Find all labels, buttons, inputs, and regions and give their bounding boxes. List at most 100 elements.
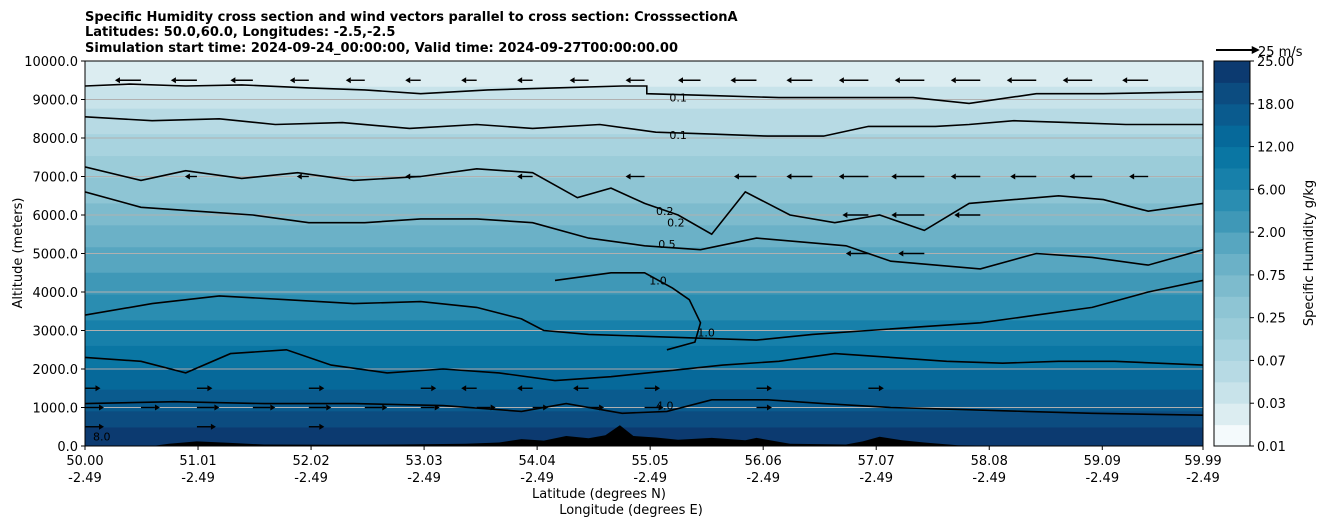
wind-vector-head <box>1122 77 1128 84</box>
wind-vector-head <box>517 173 523 180</box>
colorbar-band <box>1214 253 1250 276</box>
y-tick-label: 8000.0 <box>33 132 79 147</box>
colorbar-tick-label: 2.00 <box>1257 226 1286 241</box>
wind-vector-head <box>678 77 684 84</box>
colorbar-band <box>1214 381 1250 404</box>
wind-vector-head <box>573 385 579 392</box>
colorbar-band <box>1214 296 1250 319</box>
wind-vector-head <box>838 173 844 180</box>
terrain-fill <box>85 425 1203 446</box>
wind-vector-head <box>954 212 960 218</box>
wind-vector-head <box>56 77 61 83</box>
chart-title-line: Specific Humidity cross section and wind… <box>85 10 738 25</box>
wind-vector-head <box>490 404 496 411</box>
colorbar: 0.01 0.03 0.07 0.25 0.75 2.00 6.00 12.00 18.00 25… <box>1213 55 1317 455</box>
contour-line-0-2 <box>85 166 1203 236</box>
wind-vector-head <box>296 173 302 180</box>
wind-vector-head <box>1069 173 1075 180</box>
wind-vector-head <box>434 404 440 411</box>
colorbar-ticks: 0.01 0.03 0.07 0.25 0.75 2.00 6.00 12.00 18.00 25… <box>1250 55 1294 455</box>
colorbar-band <box>1214 210 1250 233</box>
x-axis-label-lon: Longitude (degrees E) <box>559 503 703 518</box>
wind-vectors <box>56 77 1149 430</box>
colorbar-label: Specific Humidity g/kg <box>1302 180 1317 326</box>
wind-reference-label: 25 m/s <box>1258 45 1303 60</box>
wind-vector-head <box>655 385 661 392</box>
colorbar-tick-label: 25.00 <box>1257 55 1294 70</box>
wind-vector-head <box>461 385 467 392</box>
contour-labels: 0.10.10.20.20.51.01.04.08.0 <box>93 92 715 444</box>
x-tick-label-lat: 59.99 <box>1184 454 1221 469</box>
humidity-bands <box>85 61 1203 446</box>
wind-vector-head <box>289 77 295 84</box>
colorbar-tick-label: 6.00 <box>1257 183 1286 198</box>
colorbar-band <box>1214 125 1250 148</box>
contour-line-1-0 <box>85 279 1203 341</box>
y-tick-label: 1000.0 <box>33 402 79 417</box>
x-tick-label-lon: -2.49 <box>407 471 441 486</box>
wind-vector-head <box>569 77 575 84</box>
x-axis: 50.00 -2.49 51.01 -2.49 52.02 -2.49 53.03 -2.49… <box>66 446 1222 486</box>
y-tick-label: 9000.0 <box>33 94 79 109</box>
colorbar-band <box>1214 103 1250 126</box>
wind-vector-head <box>842 212 848 218</box>
colorbar-band <box>1214 232 1250 254</box>
x-tick-label-lat: 51.01 <box>179 454 216 469</box>
wind-vector-head <box>431 385 437 392</box>
x-tick-label-lon: -2.49 <box>859 471 893 486</box>
wind-vector-head <box>625 77 631 84</box>
y-tick-label: 0.0 <box>57 440 78 455</box>
contour-line-4-0 <box>85 399 1203 416</box>
wind-vector-head <box>154 404 160 411</box>
x-tick-label-lon: -2.49 <box>68 471 102 486</box>
wind-vector-head <box>517 385 523 392</box>
x-tick-label-lat: 59.09 <box>1084 454 1121 469</box>
wind-vector-head <box>170 77 176 84</box>
wind-vector-head <box>599 404 605 411</box>
wind-vector-head <box>766 404 772 411</box>
y-tick-label: 10000.0 <box>24 55 78 70</box>
x-tick-label-lat: 56.06 <box>745 454 782 469</box>
contour-label: 8.0 <box>93 430 111 443</box>
colorbar-tick-label: 18.00 <box>1257 98 1294 113</box>
wind-vector-head <box>207 385 213 392</box>
wind-vector-head <box>733 173 739 180</box>
wind-vector-head <box>786 173 792 180</box>
y-axis-label: Altitude (meters) <box>11 198 26 309</box>
y-tick-label: 2000.0 <box>33 363 79 378</box>
wind-vector-head <box>658 404 664 411</box>
contour-label: 0.1 <box>669 92 687 105</box>
contour-label: 0.2 <box>667 217 685 230</box>
x-tick-label-lon: -2.49 <box>520 471 554 486</box>
wind-vector-head <box>543 404 549 411</box>
colorbar-band <box>1214 424 1250 447</box>
wind-vector-head <box>950 77 956 84</box>
colorbar-tick-label: 0.25 <box>1257 312 1286 327</box>
contour-line-2-0 <box>85 348 1203 382</box>
wind-vector-head <box>99 423 104 430</box>
contour-line-1-0 <box>554 272 702 351</box>
colorbar-band <box>1214 61 1250 83</box>
y-tick-label: 7000.0 <box>33 171 79 186</box>
colorbar-band <box>1214 146 1250 169</box>
wind-reference-key: 25 m/s <box>1216 45 1303 60</box>
colorbar-band <box>1214 167 1250 190</box>
x-axis-label-lat: Latitude (degrees N) <box>532 487 666 502</box>
contour-line-0-5 <box>85 191 1203 270</box>
wind-vector-head <box>891 173 897 180</box>
colorbar-tick-label: 12.00 <box>1257 141 1294 156</box>
contour-line-0-1 <box>85 116 1203 137</box>
wind-vector-head <box>95 385 101 392</box>
colorbar-band <box>1214 339 1250 361</box>
x-tick-label-lon: -2.49 <box>1186 471 1220 486</box>
y-tick-label: 3000.0 <box>33 325 79 340</box>
colorbar-band <box>1214 274 1250 297</box>
wind-vector-head <box>114 77 120 84</box>
x-tick-label-lon: -2.49 <box>294 471 328 486</box>
colorbar-band <box>1214 403 1250 426</box>
wind-vector-head <box>326 404 332 411</box>
wind-vector-head <box>1010 173 1016 180</box>
wind-vector-head <box>99 404 104 411</box>
colorbar-band <box>1214 317 1250 340</box>
